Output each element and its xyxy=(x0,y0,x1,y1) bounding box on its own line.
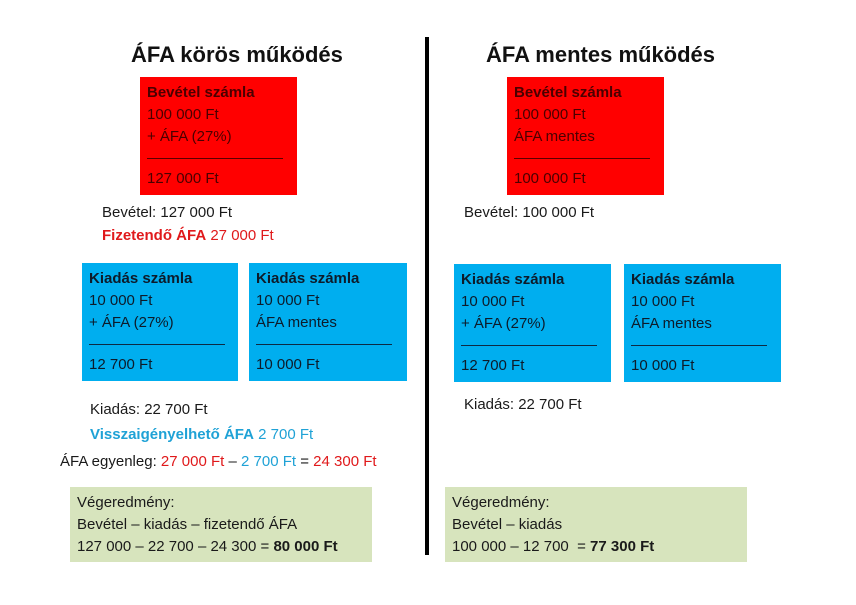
invoice-total: 100 000 Ft xyxy=(514,170,586,187)
result-heading: Végeredmény: xyxy=(77,494,175,511)
result-formula: Bevétel – kiadás xyxy=(452,516,563,533)
sum-rule xyxy=(631,345,767,346)
invoice-total: 12 700 Ft xyxy=(89,356,153,373)
invoice-heading: Bevétel számla xyxy=(514,84,622,101)
result-calculation-text: 100 000 – 12 700 = xyxy=(452,538,591,555)
invoice-heading: Kiadás számla xyxy=(461,271,565,288)
invoice-total: 10 000 Ft xyxy=(631,357,695,374)
left-expense-line: Kiadás: 22 700 Ft xyxy=(90,401,208,418)
result-heading: Végeredmény: xyxy=(452,494,550,511)
left-payable-vat: Fizetendő ÁFA 27 000 Ft xyxy=(102,227,274,244)
sum-rule xyxy=(461,345,597,346)
vat-balance-label: ÁFA egyenleg: xyxy=(60,453,157,470)
invoice-vat: + ÁFA (27%) xyxy=(89,314,174,331)
left-result-box: Végeredmény: Bevétel – kiadás – fizetend… xyxy=(70,487,372,562)
result-calculation: 100 000 – 12 700 = 77 300 Ft xyxy=(452,536,747,558)
reclaimable-vat-label: Visszaigényelhető ÁFA xyxy=(90,426,254,443)
left-reclaimable-vat: Visszaigényelhető ÁFA 2 700 Ft xyxy=(90,426,313,443)
right-expense-invoice-1: Kiadás számla 10 000 Ft + ÁFA (27%) 12 7… xyxy=(454,264,611,382)
invoice-net: 10 000 Ft xyxy=(89,292,153,309)
vat-balance-reclaimable: 2 700 Ft xyxy=(241,453,297,470)
invoice-net: 10 000 Ft xyxy=(631,293,695,310)
invoice-net: 10 000 Ft xyxy=(256,292,320,309)
right-title: ÁFA mentes működés xyxy=(486,42,716,67)
left-expense-invoice-2: Kiadás számla 10 000 Ft ÁFA mentes 10 00… xyxy=(249,263,407,381)
invoice-vat: + ÁFA (27%) xyxy=(461,315,546,332)
vat-balance-payable: 27 000 Ft xyxy=(160,453,225,470)
sum-rule xyxy=(256,344,392,345)
invoice-vat: ÁFA mentes xyxy=(256,314,337,331)
vat-balance-minus: – xyxy=(228,453,237,470)
result-calculation: 127 000 – 22 700 – 24 300 = 80 000 Ft xyxy=(77,536,372,558)
right-expense-invoice-2: Kiadás számla 10 000 Ft ÁFA mentes 10 00… xyxy=(624,264,781,382)
invoice-vat: + ÁFA (27%) xyxy=(147,128,232,145)
invoice-net: 100 000 Ft xyxy=(147,106,219,123)
left-title: ÁFA körös működés xyxy=(131,42,343,67)
result-formula: Bevétel – kiadás – fizetendő ÁFA xyxy=(77,516,298,533)
invoice-heading: Kiadás számla xyxy=(256,270,360,287)
sum-rule xyxy=(89,344,225,345)
invoice-total: 12 700 Ft xyxy=(461,357,525,374)
result-total: 77 300 Ft xyxy=(590,538,655,555)
invoice-heading: Kiadás számla xyxy=(631,271,735,288)
vat-balance-equals: = xyxy=(300,453,309,470)
right-revenue-line: Bevétel: 100 000 Ft xyxy=(464,204,595,221)
invoice-heading: Bevétel számla xyxy=(147,84,255,101)
left-expense-invoice-1: Kiadás számla 10 000 Ft + ÁFA (27%) 12 7… xyxy=(82,263,238,381)
left-revenue-line: Bevétel: 127 000 Ft xyxy=(102,204,233,221)
invoice-net: 10 000 Ft xyxy=(461,293,525,310)
invoice-heading: Kiadás számla xyxy=(89,270,193,287)
invoice-total: 127 000 Ft xyxy=(147,170,219,187)
invoice-net: 100 000 Ft xyxy=(514,106,586,123)
sum-rule xyxy=(147,158,283,159)
left-vat-balance: ÁFA egyenleg: 27 000 Ft – 2 700 Ft = 24 … xyxy=(60,453,377,470)
payable-vat-value: 27 000 Ft xyxy=(210,227,274,244)
vat-balance-result: 24 300 Ft xyxy=(313,453,377,470)
result-calculation-text: 127 000 – 22 700 – 24 300 = xyxy=(77,538,274,555)
reclaimable-vat-value: 2 700 Ft xyxy=(258,426,314,443)
right-result-box: Végeredmény: Bevétel – kiadás 100 000 – … xyxy=(445,487,747,562)
invoice-total: 10 000 Ft xyxy=(256,356,320,373)
left-revenue-invoice: Bevétel számla 100 000 Ft + ÁFA (27%) 12… xyxy=(140,77,297,195)
sum-rule xyxy=(514,158,650,159)
column-divider xyxy=(425,37,429,555)
result-total: 80 000 Ft xyxy=(273,538,338,555)
right-revenue-invoice: Bevétel számla 100 000 Ft ÁFA mentes 100… xyxy=(507,77,664,195)
right-expense-line: Kiadás: 22 700 Ft xyxy=(464,396,582,413)
invoice-vat: ÁFA mentes xyxy=(631,315,712,332)
payable-vat-label: Fizetendő ÁFA xyxy=(102,227,207,244)
invoice-vat: ÁFA mentes xyxy=(514,128,595,145)
